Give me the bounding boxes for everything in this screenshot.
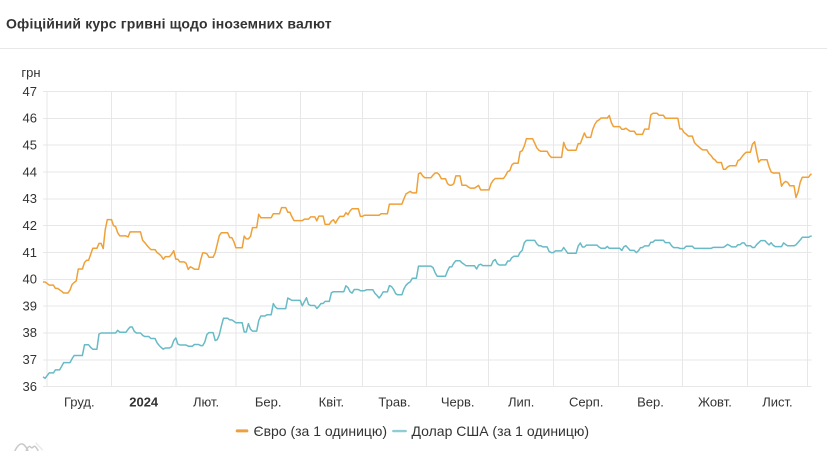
svg-text:Квіт.: Квіт. — [319, 395, 345, 410]
svg-text:45: 45 — [23, 137, 37, 152]
svg-text:46: 46 — [23, 111, 37, 126]
svg-text:Євро (за 1 одиницю): Євро (за 1 одиницю) — [254, 423, 388, 439]
svg-text:Бер.: Бер. — [255, 395, 282, 410]
svg-text:40: 40 — [23, 272, 37, 287]
svg-text:Серп.: Серп. — [569, 395, 604, 410]
svg-text:42: 42 — [23, 218, 37, 233]
svg-text:41: 41 — [23, 245, 37, 260]
svg-text:Долар США (за 1 одиницю): Долар США (за 1 одиницю) — [412, 423, 590, 439]
svg-text:грн: грн — [21, 65, 40, 80]
svg-text:Груд.: Груд. — [64, 395, 95, 410]
svg-text:Лист.: Лист. — [762, 395, 792, 410]
svg-text:36: 36 — [23, 379, 37, 394]
svg-text:44: 44 — [23, 164, 37, 179]
svg-text:37: 37 — [23, 352, 37, 367]
svg-text:Вер.: Вер. — [637, 395, 664, 410]
svg-text:Лип.: Лип. — [508, 395, 534, 410]
svg-text:47: 47 — [23, 84, 37, 99]
svg-text:38: 38 — [23, 325, 37, 340]
svg-text:Трав.: Трав. — [378, 395, 410, 410]
svg-text:43: 43 — [23, 191, 37, 206]
svg-text:Черв.: Черв. — [441, 395, 475, 410]
svg-text:39: 39 — [23, 298, 37, 313]
svg-text:Офіційний курс гривні щодо іно: Офіційний курс гривні щодо іноземних вал… — [6, 16, 332, 32]
svg-text:Лют.: Лют. — [193, 395, 219, 410]
svg-text:2024: 2024 — [129, 395, 159, 410]
svg-text:Жовт.: Жовт. — [698, 395, 732, 410]
